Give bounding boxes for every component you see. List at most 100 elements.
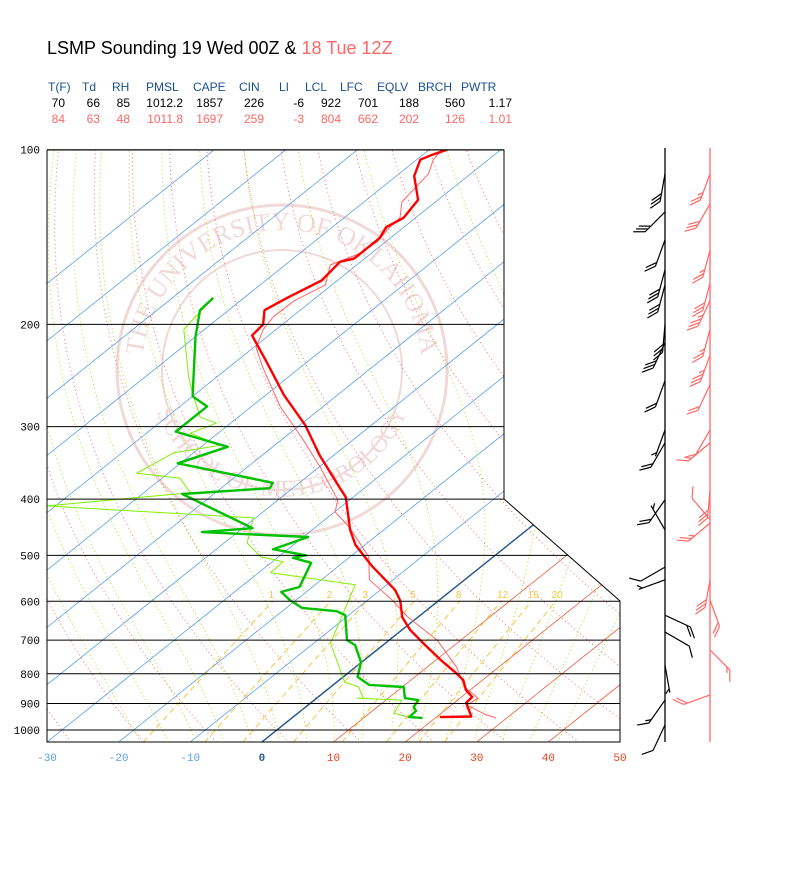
index-value-current: 701 (357, 96, 378, 110)
barb-half (697, 314, 704, 318)
mixing-ratio-line (292, 600, 415, 742)
barb-half (665, 688, 670, 695)
mixing-ratio-line (444, 600, 556, 742)
barb-full (676, 697, 688, 704)
wind-barb-current (644, 239, 666, 272)
temperature-tick-label: 10 (327, 753, 340, 765)
wind-barb-current (639, 442, 666, 471)
index-value-previous: 662 (357, 112, 378, 126)
barb-shaft (699, 355, 711, 382)
barb-half (645, 719, 652, 722)
barb-full (647, 296, 659, 304)
barb-shaft (638, 579, 666, 590)
barb-shaft (659, 173, 666, 202)
dry-adiabat (54, 150, 290, 742)
index-header: T(F) (48, 80, 71, 94)
wind-barb-previous (692, 283, 711, 318)
index-header: Td (82, 80, 97, 94)
mixing-ratio-line (242, 600, 367, 742)
barb-shaft (702, 283, 711, 311)
barb-full (645, 360, 657, 366)
pressure-tick-label: 1000 (14, 726, 40, 738)
temperature-tick-label: 40 (542, 753, 555, 765)
mixing-ratio-label: 16 (527, 590, 539, 601)
index-header: RH (112, 80, 130, 94)
isotherm (47, 150, 358, 742)
barb-shaft (695, 429, 711, 455)
barb-full (643, 363, 656, 370)
index-value-current: 922 (320, 96, 341, 110)
barb-shaft (657, 269, 666, 297)
isotherm (261, 150, 620, 742)
moist-adiabat (528, 150, 620, 742)
wind-barb-previous (689, 355, 711, 388)
barb-half (685, 457, 692, 459)
barb-half (652, 503, 656, 510)
temperature-tick-label: -30 (37, 753, 57, 765)
wind-barb-previous (676, 522, 711, 542)
dry-adiabat (502, 150, 620, 742)
mixing-ratio-label: 3 (363, 590, 369, 601)
wind-barb-current (647, 269, 666, 304)
moist-adiabat (500, 150, 611, 742)
dry-adiabat (652, 150, 800, 743)
barb-shaft (650, 442, 666, 468)
index-header: PWTR (461, 80, 497, 94)
mixing-ratio-line (204, 600, 332, 742)
barb-shaft (648, 499, 666, 524)
barb-full (672, 698, 684, 706)
index-header: EQLV (377, 80, 409, 94)
barb-shaft (704, 579, 711, 608)
index-value-previous: -3 (293, 112, 304, 126)
barb-full (652, 351, 663, 361)
barb-full (688, 321, 701, 328)
wind-barb-previous (709, 599, 721, 638)
wind-barb-current (629, 566, 666, 582)
mixing-ratio-line (418, 600, 532, 742)
barb-full (649, 303, 661, 311)
barb-shaft (709, 649, 731, 671)
barb-full (650, 196, 662, 205)
wind-barb-previous (686, 300, 711, 331)
isotherm (47, 150, 502, 742)
barb-half (651, 451, 658, 456)
profile-19-wed-00z-temperature (250, 150, 474, 719)
barb-full (686, 625, 692, 637)
barb-shaft (706, 490, 711, 519)
wind-barb-current (651, 429, 666, 457)
barb-full (688, 645, 693, 658)
pressure-tick-label: 300 (20, 423, 40, 435)
barb-full (696, 599, 707, 607)
barb-shaft (652, 724, 666, 751)
barb-full (649, 288, 661, 296)
barb-full (692, 373, 704, 380)
dry-adiabat (614, 150, 620, 742)
index-value-previous: 1.01 (488, 112, 512, 126)
moist-adiabat (445, 150, 542, 742)
index-header: PMSL (146, 80, 179, 94)
barb-shaft (644, 211, 666, 233)
index-value-current: 560 (444, 96, 465, 110)
dry-adiabat (539, 150, 620, 742)
chart-title: LSMP Sounding 19 Wed 00Z & 18 Tue 12Z (47, 38, 393, 59)
barb-shaft (683, 694, 711, 706)
barb-full (693, 272, 705, 280)
barb-full (653, 343, 664, 353)
temperature-tick-label: -20 (109, 753, 129, 765)
barb-full (651, 192, 662, 201)
barb-full (690, 318, 702, 324)
mixing-ratio-line (385, 600, 502, 742)
mixing-ratio-label: 20 (552, 590, 564, 601)
barb-half (697, 192, 704, 196)
barb-full (693, 352, 705, 360)
moist-adiabat (557, 150, 620, 742)
wind-barb-current (664, 614, 696, 639)
wind-barb-current (649, 173, 666, 209)
index-value-previous: 126 (444, 112, 465, 126)
wind-barb-previous (691, 486, 711, 521)
barb-shaft (688, 442, 711, 462)
wind-barb-previous (709, 649, 731, 682)
profile-18-tue-12z-temperature (255, 150, 497, 719)
barb-half (688, 534, 695, 537)
